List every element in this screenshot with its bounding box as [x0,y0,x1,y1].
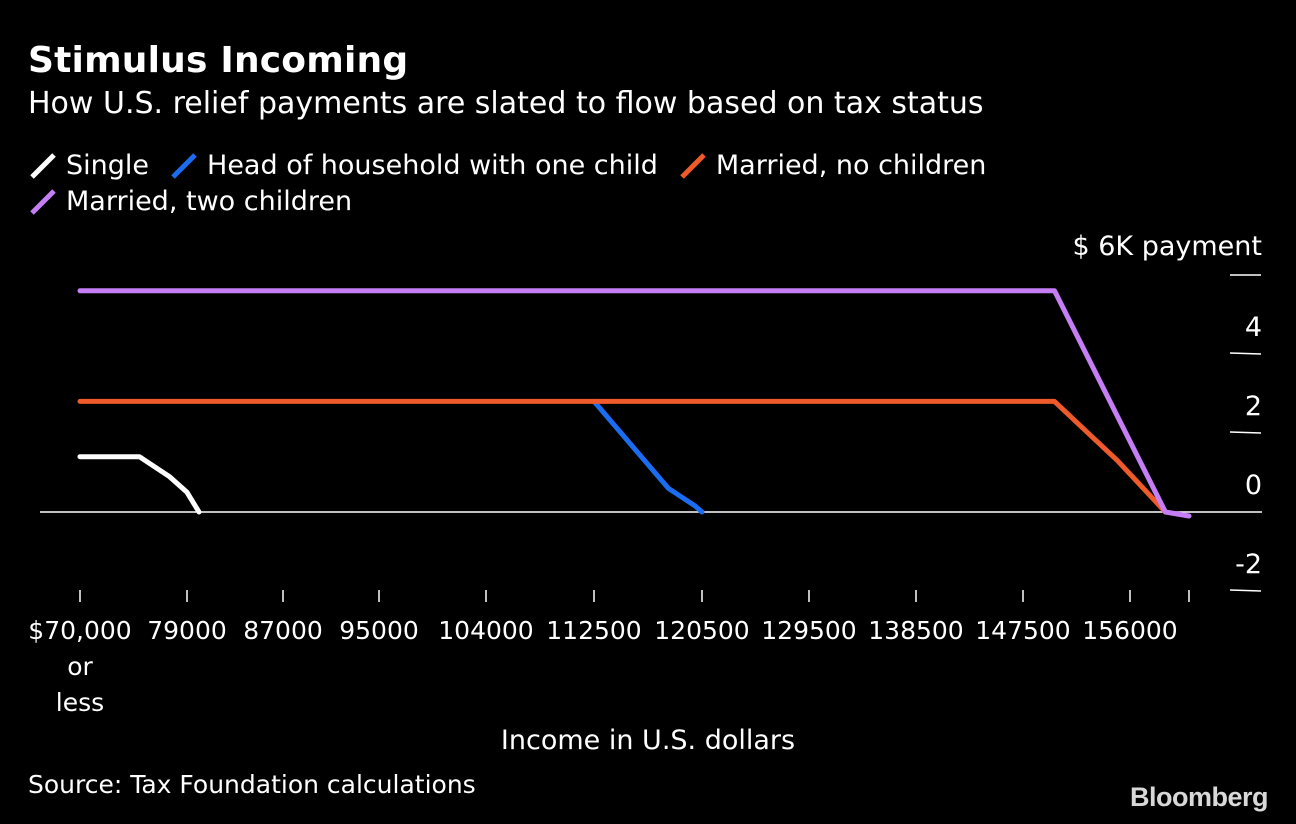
y-tick-mark [1229,431,1262,434]
x-tick-label: 138500 [868,616,963,645]
x-tick-label: 87000 [243,616,323,645]
chart-subtitle: How U.S. relief payments are slated to f… [28,86,984,121]
x-axis: $70,000 or less 79000 87000 95000 104000 112500… [28,590,1190,717]
y-axis-unit-label: $ 6K payment [1072,231,1262,262]
x-tick-label: 112500 [546,616,641,645]
x-tick-label: 156000 [1082,616,1177,645]
legend-item-head-of-household: Head of household with one child [169,150,658,181]
legend-swatch-married-no-children [680,152,706,179]
x-tick-label: 79000 [147,616,227,645]
series-line-single [77,454,202,515]
x-tick-label: or [67,652,93,681]
legend-row-1: Single Head of household with one child … [28,150,1006,181]
series-line-married-no-children [77,398,1168,515]
y-axis: -2 0 2 4 [40,274,1262,592]
series-layer [77,288,1192,519]
legend-label-single: Single [66,150,150,181]
bloomberg-logo: Bloomberg [1129,782,1269,812]
legend-label-married-no-children: Married, no children [715,150,987,181]
legend-swatch-head-of-household [171,152,197,179]
x-tick-label: less [56,688,104,717]
y-tick-label: 2 [1245,391,1262,422]
x-tick-label: 129500 [761,616,856,645]
source-note: Source: Tax Foundation calculations [28,770,476,799]
legend-item-married-no-children: Married, no children [678,150,987,181]
y-tick-mark [1229,589,1262,592]
x-tick-label: 104000 [438,616,533,645]
y-tick-label: -2 [1235,549,1262,580]
y-tick-mark [1229,352,1262,355]
chart-title: Stimulus Incoming [28,40,409,81]
x-tick-label: 147500 [975,616,1070,645]
legend-swatch-single [30,152,56,179]
series-line-head-of-household-with-one-child [591,398,705,515]
legend-label-married-two-children: Married, two children [66,186,353,217]
legend-item-single: Single [28,150,149,181]
series-line-married-two-children [77,288,1192,519]
y-tick-label: 4 [1245,312,1262,343]
x-tick-label: 120500 [654,616,749,645]
x-tick-label: 95000 [339,616,419,645]
x-tick-label: $70,000 [28,616,131,645]
legend-row-2: Married, two children [28,186,372,217]
y-tick-label: 0 [1245,470,1262,501]
x-axis-title: Income in U.S. dollars [501,725,795,756]
legend-swatch-married-two-children [30,188,56,215]
legend-label-head-of-household: Head of household with one child [207,150,658,181]
legend-item-married-two-children: Married, two children [28,186,352,217]
